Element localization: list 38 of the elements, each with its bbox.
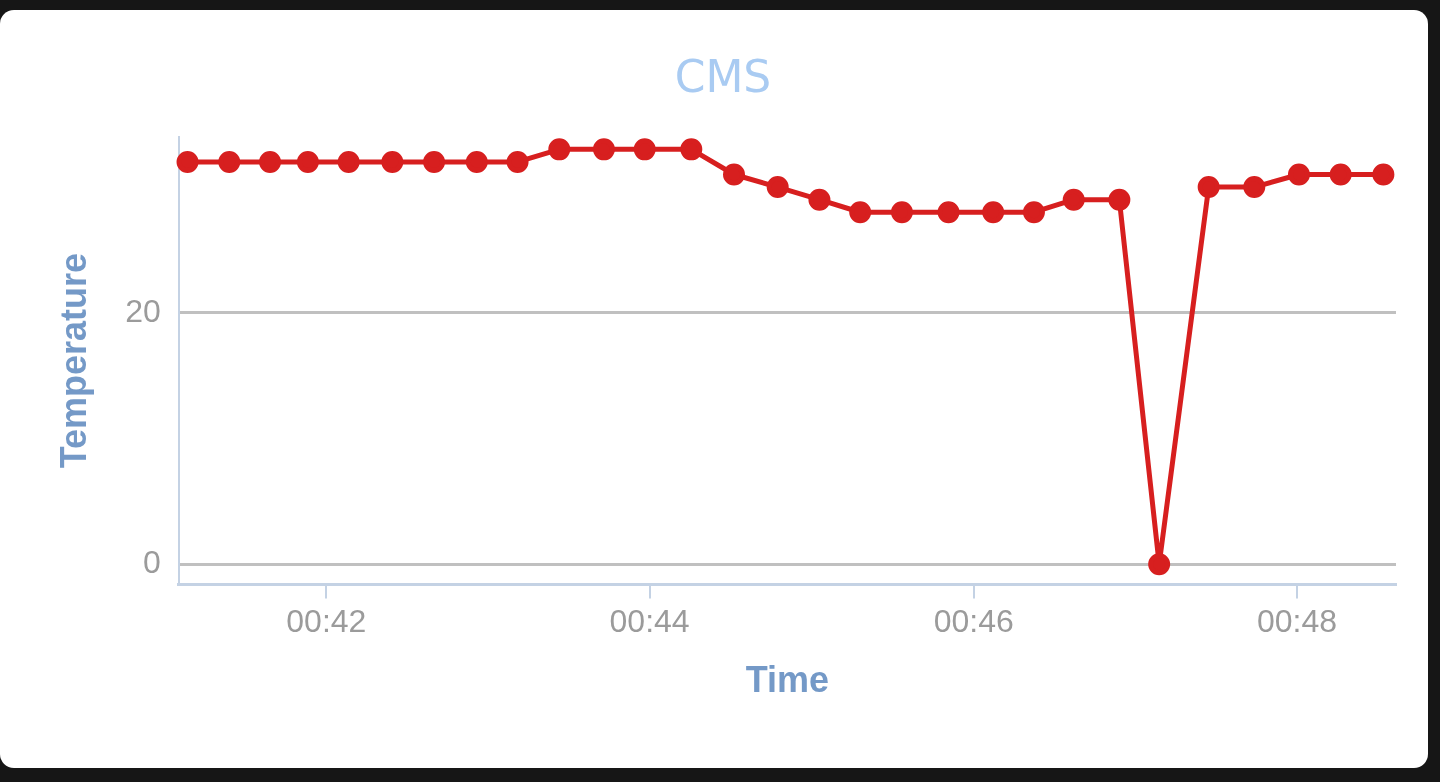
x-axis-title: Time xyxy=(745,659,830,701)
point xyxy=(176,150,199,173)
point xyxy=(218,150,241,173)
point xyxy=(633,138,656,161)
point xyxy=(1197,176,1220,199)
point xyxy=(1287,163,1310,186)
point xyxy=(937,201,960,224)
x-tick-label: 00:48 xyxy=(1256,603,1338,640)
point xyxy=(1329,163,1352,186)
chart-title: CMS xyxy=(674,50,772,102)
point xyxy=(723,163,746,186)
point xyxy=(1243,176,1266,199)
point xyxy=(381,150,404,173)
point xyxy=(1022,201,1045,224)
point xyxy=(259,150,282,173)
point xyxy=(506,150,529,173)
point xyxy=(680,138,703,161)
point xyxy=(592,138,615,161)
y-tick-label: 0 xyxy=(143,544,161,581)
point xyxy=(296,150,319,173)
point xyxy=(465,150,488,173)
point xyxy=(1108,188,1131,211)
point xyxy=(849,201,872,224)
x-tick-label: 00:44 xyxy=(609,603,690,640)
point xyxy=(982,201,1005,224)
point xyxy=(423,150,446,173)
point xyxy=(1372,163,1395,186)
point xyxy=(766,176,789,199)
point xyxy=(808,188,831,211)
y-tick-label: 20 xyxy=(125,292,161,329)
x-tick-label: 00:46 xyxy=(933,603,1014,640)
point xyxy=(337,150,360,173)
point xyxy=(1062,188,1085,211)
point xyxy=(890,201,913,224)
point xyxy=(1148,553,1171,576)
y-axis-title: Temperature xyxy=(52,252,94,469)
x-tick-label: 00:42 xyxy=(286,603,367,640)
point xyxy=(548,138,571,161)
